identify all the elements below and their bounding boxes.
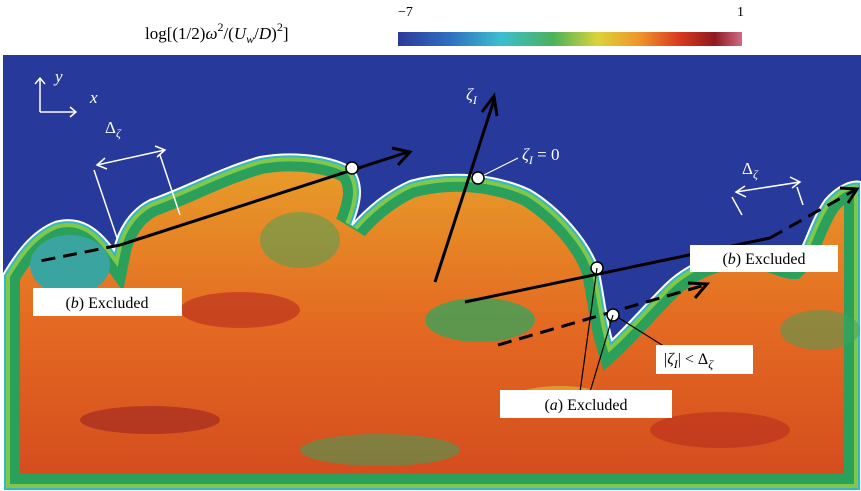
figure: log[(1/2)ω2/(Uw/D)2] −7 1 y x xyxy=(0,0,861,491)
axis-x-label: x xyxy=(89,88,98,107)
colorbar-max: 1 xyxy=(737,5,744,20)
colorbar-label: log[(1/2)ω2/(Uw/D)2] xyxy=(145,20,289,46)
text-part: ) Excluded xyxy=(79,295,149,312)
text-part: ) Excluded xyxy=(558,397,628,414)
colorbar-min: −7 xyxy=(398,5,413,20)
text-part: a xyxy=(550,397,558,414)
excluded-b-left: (b) Excluded xyxy=(65,295,148,312)
label-part: ] xyxy=(283,24,289,43)
text-part: | < Δ xyxy=(678,351,709,368)
text-part: = 0 xyxy=(533,145,560,164)
page: { "colorbar": { "label_parts": ["log[(1/… xyxy=(0,0,861,491)
label-part: log[(1/2) xyxy=(145,24,205,43)
text-part: ) Excluded xyxy=(736,251,806,268)
label-part: w xyxy=(246,32,254,46)
colorbar xyxy=(398,32,742,46)
label-part: D xyxy=(258,24,272,43)
excluded-a: (a) Excluded xyxy=(544,397,627,414)
zeta-zero: ζI = 0 xyxy=(522,145,559,167)
label-part: /( xyxy=(223,24,234,43)
field xyxy=(3,55,861,491)
axis-y-label: y xyxy=(53,67,63,86)
text-part: Δ xyxy=(742,159,753,178)
excluded-b-right: (b) Excluded xyxy=(722,251,805,268)
text-part: b xyxy=(728,251,736,268)
text-part: b xyxy=(71,295,79,312)
text-part: Δ xyxy=(105,118,116,137)
label-part: ω xyxy=(205,24,217,43)
